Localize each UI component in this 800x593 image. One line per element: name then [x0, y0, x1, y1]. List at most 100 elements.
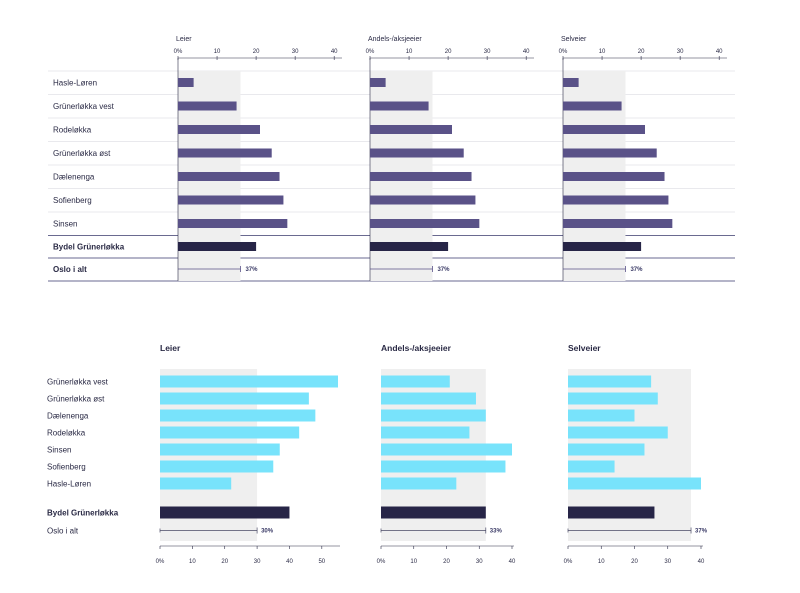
bar-total: [568, 506, 655, 519]
x-tick-label: 0%: [366, 49, 375, 55]
category-label: Grünerløkka vest: [53, 102, 115, 111]
bar: [563, 195, 669, 205]
category-label: Hasle-Løren: [47, 480, 91, 489]
bar: [563, 219, 673, 228]
bar: [178, 219, 288, 228]
bar: [160, 426, 300, 439]
x-tick-label: 0%: [377, 559, 386, 565]
bar: [568, 443, 645, 456]
bar: [160, 375, 338, 388]
x-tick-label: 0%: [564, 559, 573, 565]
bar: [568, 477, 701, 490]
bar: [370, 148, 464, 158]
x-tick-label: 20: [253, 49, 260, 55]
category-label-total: Bydel Grünerløkka: [53, 243, 125, 252]
x-tick-label: 30: [664, 559, 671, 565]
bar: [370, 219, 480, 228]
panel-title: Selveier: [568, 343, 601, 353]
bar: [370, 101, 429, 111]
x-tick-label: 30: [254, 559, 261, 565]
x-tick-label: 50: [318, 559, 325, 565]
bar: [381, 409, 486, 422]
x-tick-label: 10: [214, 49, 221, 55]
x-tick-label: 20: [221, 559, 228, 565]
bar: [370, 195, 476, 205]
category-label: Grünerløkka øst: [47, 395, 105, 404]
x-tick-label: 10: [406, 49, 413, 55]
category-label: Grünerløkka øst: [53, 149, 111, 158]
reference-label: 37%: [695, 529, 708, 535]
bar: [563, 101, 622, 111]
x-tick-label: 40: [698, 559, 705, 565]
x-tick-label: 40: [509, 559, 516, 565]
bar: [178, 195, 284, 205]
category-label-oslo: Oslo i alt: [53, 265, 87, 274]
bar: [563, 148, 657, 158]
x-tick-label: 20: [638, 49, 645, 55]
reference-label: 37%: [437, 267, 450, 273]
panel-title: Leier: [176, 36, 192, 43]
category-label: Sofienberg: [47, 463, 86, 472]
bar: [370, 172, 472, 181]
panel-title: Selveier: [561, 36, 587, 43]
x-tick-label: 30: [677, 49, 684, 55]
bar: [381, 477, 457, 490]
category-label: Sinsen: [47, 446, 71, 455]
bar: [381, 460, 506, 473]
x-tick-label: 20: [631, 559, 638, 565]
bar: [160, 460, 274, 473]
bar: [178, 78, 194, 87]
bar: [160, 477, 232, 490]
bar: [370, 125, 452, 134]
x-tick-label: 0%: [174, 49, 183, 55]
bar: [381, 443, 512, 456]
bar: [563, 78, 579, 87]
x-tick-label: 40: [523, 49, 530, 55]
bar: [160, 409, 316, 422]
bar: [178, 125, 260, 134]
bar: [568, 426, 668, 439]
category-label-oslo: Oslo i alt: [47, 527, 79, 536]
bar-total: [160, 506, 290, 519]
bar: [568, 409, 635, 422]
bar: [381, 375, 450, 388]
bar: [370, 78, 386, 87]
bar: [381, 392, 476, 405]
panel-title: Andels-/aksjeeier: [381, 343, 452, 353]
panel-title: Leier: [160, 343, 181, 353]
x-tick-label: 20: [445, 49, 452, 55]
x-tick-label: 10: [599, 49, 606, 55]
bar-total: [178, 242, 257, 251]
x-tick-label: 40: [286, 559, 293, 565]
reference-label: 37%: [630, 267, 643, 273]
category-label: Sinsen: [53, 220, 77, 229]
bar: [568, 375, 652, 388]
x-tick-label: 10: [598, 559, 605, 565]
category-label: Grünerløkka vest: [47, 378, 109, 387]
x-tick-label: 30: [484, 49, 491, 55]
category-label: Rodeløkka: [53, 126, 92, 135]
x-tick-label: 30: [292, 49, 299, 55]
category-label: Rodeløkka: [47, 429, 86, 438]
bar: [178, 148, 272, 158]
bar: [568, 392, 658, 405]
reference-label: 37%: [245, 267, 258, 273]
x-tick-label: 10: [189, 559, 196, 565]
x-tick-label: 40: [716, 49, 723, 55]
x-tick-label: 40: [331, 49, 338, 55]
bar: [178, 101, 237, 111]
panel-title: Andels-/aksjeeier: [368, 36, 422, 43]
bar: [381, 426, 470, 439]
bar: [160, 392, 309, 405]
reference-label: 33%: [490, 529, 503, 535]
bar: [178, 172, 280, 181]
category-label: Dælenenga: [47, 412, 89, 421]
x-tick-label: 0%: [156, 559, 165, 565]
bar: [563, 172, 665, 181]
bar: [568, 460, 615, 473]
x-tick-label: 0%: [559, 49, 568, 55]
bar-total: [381, 506, 486, 519]
bar-total: [370, 242, 449, 251]
bar: [160, 443, 280, 456]
